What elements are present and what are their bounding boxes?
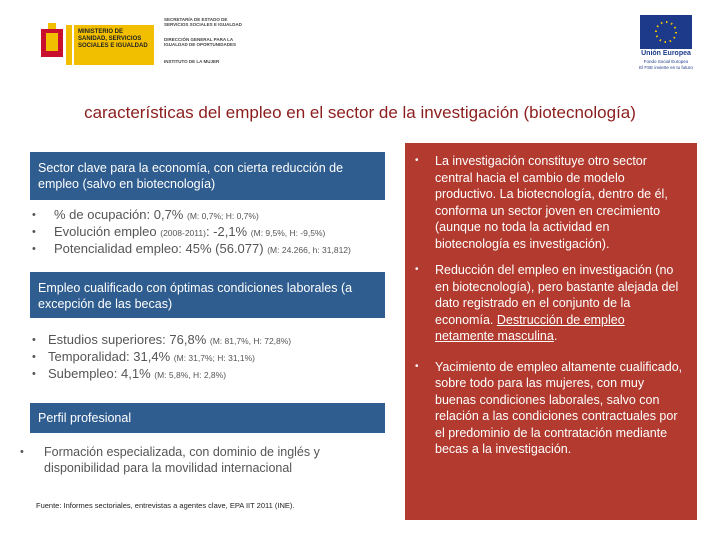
- ministry-logo: MINISTERIO DE SANIDAD, SERVICIOS SOCIALE…: [38, 15, 258, 77]
- source: Fuente: Informes sectoriales, entrevista…: [36, 501, 295, 510]
- eu-label: Unión Europea: [641, 50, 691, 57]
- motto: El FSE invierte en tu futuro: [639, 65, 693, 70]
- bullet-text: Temporalidad: 31,4%: [48, 349, 171, 364]
- bullet: Subempleo: 4,1% (M: 5,8%, H: 2,8%): [30, 366, 400, 383]
- ministry-name: MINISTERIO DE SANIDAD, SERVICIOS SOCIALE…: [78, 29, 148, 49]
- bullet-note: (2008-2011): [160, 228, 206, 238]
- bullet-text: Subempleo: 4,1%: [48, 366, 151, 381]
- bullet-note: (M: 24.266, h: 31,812): [267, 245, 351, 255]
- bullet-text: La investigación constituye otro sector …: [435, 154, 668, 251]
- bullet: Evolución empleo (2008-2011): -2,1% (M: …: [30, 224, 400, 241]
- underlined-text: Destrucción de empleo netamente masculin…: [435, 312, 625, 344]
- bullet: Yacimiento de empleo altamente cualifica…: [415, 359, 687, 458]
- section-heading: Empleo cualificado con óptimas condicion…: [30, 272, 385, 318]
- fund-label: Fondo Social Europeo: [643, 59, 689, 64]
- bullet-list: Formación especializada, con dominio de …: [18, 444, 368, 476]
- bullet-list: Estudios superiores: 76,8% (M: 81,7%, H:…: [30, 332, 400, 383]
- coat-of-arms: [41, 23, 63, 57]
- bullet: Formación especializada, con dominio de …: [18, 444, 368, 476]
- bullet-text: Formación especializada, con dominio de …: [44, 445, 320, 475]
- bullet-text: Estudios superiores: 76,8%: [48, 332, 207, 347]
- ministry-band: [74, 25, 154, 65]
- flag-band: [66, 25, 72, 65]
- bullet-list: % de ocupación: 0,7% (M: 0,7%; H: 0,7%) …: [30, 207, 400, 258]
- eu-flag: [640, 15, 692, 49]
- section-heading: Perfil profesional: [30, 403, 385, 433]
- bullet-list: La investigación constituye otro sector …: [415, 153, 687, 458]
- bullet: Reducción del empleo en investigación (n…: [415, 262, 687, 345]
- section-heading: Sector clave para la economía, con ciert…: [30, 152, 385, 200]
- bullet: Potencialidad empleo: 45% (56.077) (M: 2…: [30, 241, 400, 258]
- bullet-note: (M: 9,5%, H: -9,5%): [250, 228, 326, 238]
- bullet-note: (M: 5,8%, H: 2,8%): [154, 370, 227, 380]
- bullet: % de ocupación: 0,7% (M: 0,7%; H: 0,7%): [30, 207, 400, 224]
- institute: INSTITUTO DE LA MUJER: [164, 59, 220, 64]
- bullet: Temporalidad: 31,4% (M: 31,7%; H: 31,1%): [30, 349, 400, 366]
- bullet-note: (M: 81,7%, H: 72,8%): [209, 336, 292, 346]
- highlight-box: La investigación constituye otro sector …: [405, 143, 697, 520]
- slide-title: características del empleo en el sector …: [84, 103, 636, 122]
- bullet-text: Evolución empleo: [54, 224, 157, 239]
- directorate: DIRECCIÓN GENERAL PARA LA IGUALDAD DE OP…: [164, 37, 237, 47]
- bullet-text: .: [553, 329, 558, 343]
- bullet-text: : -2,1%: [205, 224, 248, 239]
- bullet-text: Potencialidad empleo: 45% (56.077): [54, 241, 264, 256]
- bullet-text: % de ocupación: 0,7%: [54, 207, 184, 222]
- bullet-text: Reducción del empleo en investigación (n…: [435, 263, 679, 327]
- bullet-note: (M: 31,7%; H: 31,1%): [173, 353, 256, 363]
- bullet: La investigación constituye otro sector …: [415, 153, 687, 252]
- bullet-text: Yacimiento de empleo altamente cualifica…: [435, 359, 683, 457]
- bullet: Estudios superiores: 76,8% (M: 81,7%, H:…: [30, 332, 400, 349]
- bullet-note: (M: 0,7%; H: 0,7%): [187, 211, 259, 221]
- secretariat: SECRETARÍA DE ESTADO DE SERVICIOS SOCIAL…: [164, 17, 242, 27]
